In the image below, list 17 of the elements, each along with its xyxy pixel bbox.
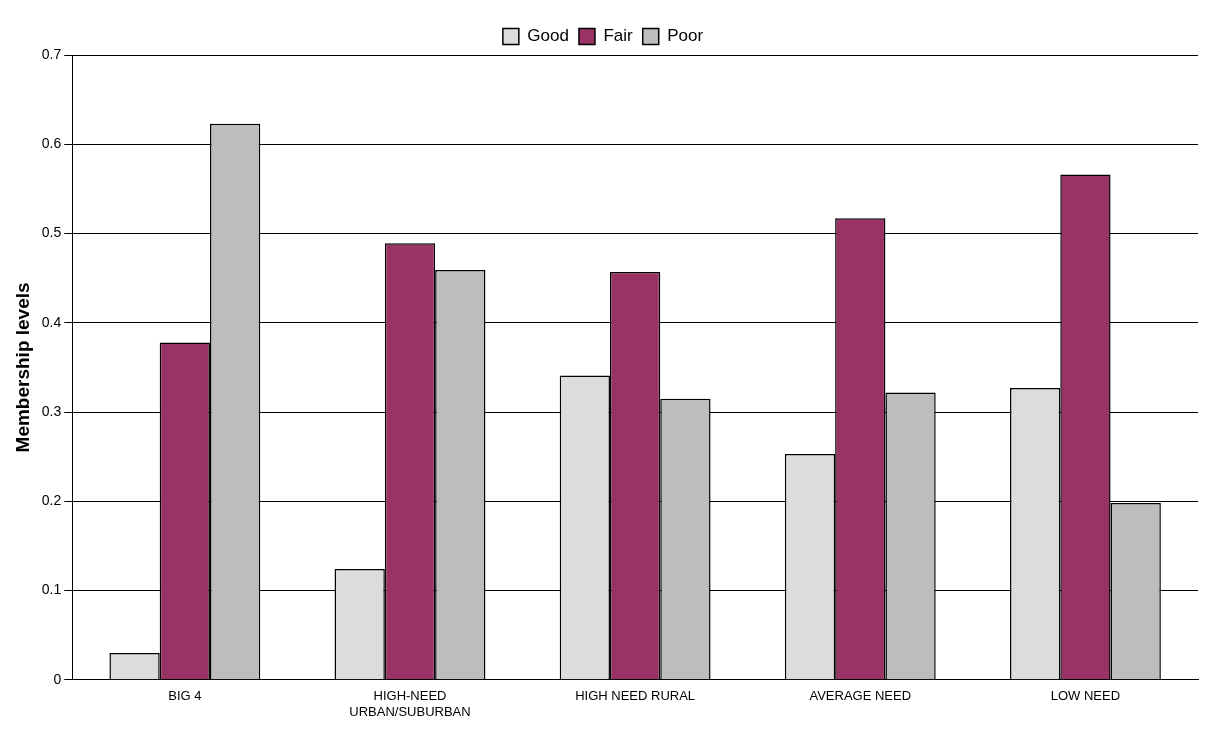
y-axis-title: Membership levels [11, 282, 33, 453]
y-tick-label: 0 [53, 670, 62, 687]
x-tick-label: LOW NEED [1050, 688, 1121, 704]
legend-label: Poor [667, 26, 704, 46]
x-tick-label: AVERAGE NEED [809, 688, 912, 704]
x-tick-label: HIGH-NEED URBAN/SUBURBAN [349, 688, 471, 719]
y-tick-label: 0.2 [41, 492, 62, 509]
legend-label: Fair [603, 26, 634, 46]
y-tick-label: 0.5 [41, 224, 62, 241]
y-tick-label: 0.4 [41, 313, 62, 330]
x-tick-label: HIGH NEED RURAL [575, 688, 696, 704]
y-tick-label: 0.1 [41, 581, 62, 598]
legend-label: Good [527, 26, 569, 46]
y-tick-label: 0.7 [41, 45, 62, 62]
y-tick-label: 0.6 [41, 135, 62, 152]
y-tick-label: 0.3 [41, 402, 62, 419]
x-tick-label: BIG 4 [168, 688, 202, 704]
